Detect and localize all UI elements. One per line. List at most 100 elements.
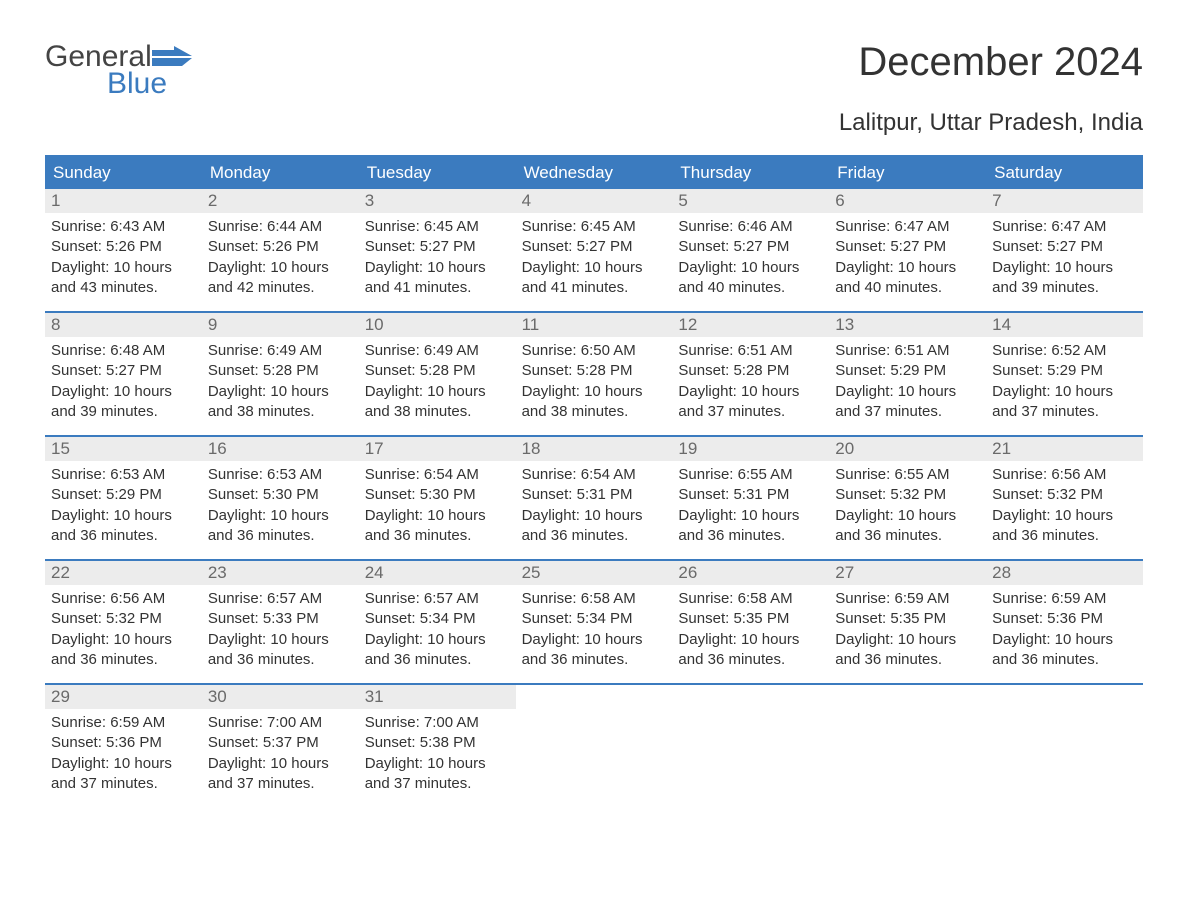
sunset-text: Sunset: 5:31 PM	[522, 485, 667, 505]
sunset-text: Sunset: 5:35 PM	[678, 609, 823, 629]
brand-word2: Blue	[107, 67, 192, 101]
daylight-text: and 36 minutes.	[678, 650, 823, 670]
day-number: 1	[45, 189, 202, 213]
day-details: Sunrise: 6:59 AMSunset: 5:36 PMDaylight:…	[986, 585, 1143, 680]
calendar-cell: 23Sunrise: 6:57 AMSunset: 5:33 PMDayligh…	[202, 561, 359, 683]
daylight-text: Daylight: 10 hours	[992, 258, 1137, 278]
daylight-text: and 37 minutes.	[835, 402, 980, 422]
calendar-cell: 17Sunrise: 6:54 AMSunset: 5:30 PMDayligh…	[359, 437, 516, 559]
daylight-text: and 37 minutes.	[208, 774, 353, 794]
daylight-text: and 39 minutes.	[992, 278, 1137, 298]
sunrise-text: Sunrise: 6:52 AM	[992, 341, 1137, 361]
day-number: 28	[986, 561, 1143, 585]
day-details: Sunrise: 6:53 AMSunset: 5:30 PMDaylight:…	[202, 461, 359, 556]
day-details: Sunrise: 6:48 AMSunset: 5:27 PMDaylight:…	[45, 337, 202, 432]
daylight-text: and 37 minutes.	[678, 402, 823, 422]
sunset-text: Sunset: 5:34 PM	[522, 609, 667, 629]
calendar-cell: 6Sunrise: 6:47 AMSunset: 5:27 PMDaylight…	[829, 189, 986, 311]
daylight-text: and 40 minutes.	[835, 278, 980, 298]
daylight-text: Daylight: 10 hours	[678, 630, 823, 650]
sunset-text: Sunset: 5:38 PM	[365, 733, 510, 753]
daylight-text: Daylight: 10 hours	[208, 382, 353, 402]
sunrise-text: Sunrise: 6:53 AM	[51, 465, 196, 485]
daylight-text: Daylight: 10 hours	[522, 630, 667, 650]
daylight-text: and 36 minutes.	[208, 526, 353, 546]
daylight-text: and 41 minutes.	[365, 278, 510, 298]
sunrise-text: Sunrise: 6:46 AM	[678, 217, 823, 237]
daylight-text: Daylight: 10 hours	[835, 630, 980, 650]
calendar-cell: 30Sunrise: 7:00 AMSunset: 5:37 PMDayligh…	[202, 685, 359, 807]
day-details: Sunrise: 6:45 AMSunset: 5:27 PMDaylight:…	[359, 213, 516, 308]
day-header: Monday	[202, 157, 359, 189]
sunrise-text: Sunrise: 6:58 AM	[678, 589, 823, 609]
sunset-text: Sunset: 5:29 PM	[992, 361, 1137, 381]
calendar-cell	[672, 685, 829, 807]
header: General Blue December 2024	[45, 40, 1143, 101]
day-number: 9	[202, 313, 359, 337]
sunrise-text: Sunrise: 6:51 AM	[678, 341, 823, 361]
day-header: Wednesday	[516, 157, 673, 189]
day-details: Sunrise: 6:59 AMSunset: 5:36 PMDaylight:…	[45, 709, 202, 804]
calendar-cell: 12Sunrise: 6:51 AMSunset: 5:28 PMDayligh…	[672, 313, 829, 435]
day-number: 18	[516, 437, 673, 461]
day-number: 23	[202, 561, 359, 585]
sunrise-text: Sunrise: 6:56 AM	[51, 589, 196, 609]
day-details: Sunrise: 6:49 AMSunset: 5:28 PMDaylight:…	[359, 337, 516, 432]
day-details: Sunrise: 6:47 AMSunset: 5:27 PMDaylight:…	[829, 213, 986, 308]
sunrise-text: Sunrise: 6:55 AM	[835, 465, 980, 485]
day-number: 16	[202, 437, 359, 461]
day-details: Sunrise: 6:58 AMSunset: 5:34 PMDaylight:…	[516, 585, 673, 680]
day-details: Sunrise: 6:52 AMSunset: 5:29 PMDaylight:…	[986, 337, 1143, 432]
day-details: Sunrise: 6:54 AMSunset: 5:31 PMDaylight:…	[516, 461, 673, 556]
sunrise-text: Sunrise: 6:47 AM	[992, 217, 1137, 237]
day-header: Friday	[829, 157, 986, 189]
day-number: 8	[45, 313, 202, 337]
daylight-text: Daylight: 10 hours	[208, 506, 353, 526]
sunset-text: Sunset: 5:32 PM	[992, 485, 1137, 505]
daylight-text: Daylight: 10 hours	[835, 258, 980, 278]
sunrise-text: Sunrise: 6:51 AM	[835, 341, 980, 361]
daylight-text: and 36 minutes.	[365, 650, 510, 670]
daylight-text: and 37 minutes.	[51, 774, 196, 794]
calendar-cell: 27Sunrise: 6:59 AMSunset: 5:35 PMDayligh…	[829, 561, 986, 683]
page-title: December 2024	[858, 40, 1143, 85]
calendar-cell: 8Sunrise: 6:48 AMSunset: 5:27 PMDaylight…	[45, 313, 202, 435]
sunrise-text: Sunrise: 6:49 AM	[365, 341, 510, 361]
day-number: 10	[359, 313, 516, 337]
sunset-text: Sunset: 5:27 PM	[992, 237, 1137, 257]
daylight-text: and 36 minutes.	[522, 650, 667, 670]
day-details: Sunrise: 6:54 AMSunset: 5:30 PMDaylight:…	[359, 461, 516, 556]
calendar-cell	[829, 685, 986, 807]
sunrise-text: Sunrise: 6:59 AM	[51, 713, 196, 733]
day-number: 19	[672, 437, 829, 461]
calendar-cell: 31Sunrise: 7:00 AMSunset: 5:38 PMDayligh…	[359, 685, 516, 807]
daylight-text: and 38 minutes.	[365, 402, 510, 422]
daylight-text: Daylight: 10 hours	[51, 258, 196, 278]
day-details: Sunrise: 6:47 AMSunset: 5:27 PMDaylight:…	[986, 213, 1143, 308]
daylight-text: and 38 minutes.	[208, 402, 353, 422]
sunset-text: Sunset: 5:26 PM	[51, 237, 196, 257]
sunset-text: Sunset: 5:28 PM	[365, 361, 510, 381]
daylight-text: and 42 minutes.	[208, 278, 353, 298]
day-number: 17	[359, 437, 516, 461]
daylight-text: and 36 minutes.	[835, 526, 980, 546]
calendar-cell: 19Sunrise: 6:55 AMSunset: 5:31 PMDayligh…	[672, 437, 829, 559]
daylight-text: Daylight: 10 hours	[992, 382, 1137, 402]
sunrise-text: Sunrise: 6:43 AM	[51, 217, 196, 237]
daylight-text: Daylight: 10 hours	[835, 382, 980, 402]
daylight-text: and 43 minutes.	[51, 278, 196, 298]
day-details: Sunrise: 7:00 AMSunset: 5:37 PMDaylight:…	[202, 709, 359, 804]
sunrise-text: Sunrise: 6:47 AM	[835, 217, 980, 237]
calendar-cell: 21Sunrise: 6:56 AMSunset: 5:32 PMDayligh…	[986, 437, 1143, 559]
calendar-cell: 2Sunrise: 6:44 AMSunset: 5:26 PMDaylight…	[202, 189, 359, 311]
day-number: 21	[986, 437, 1143, 461]
day-number: 2	[202, 189, 359, 213]
sunset-text: Sunset: 5:27 PM	[365, 237, 510, 257]
sunrise-text: Sunrise: 6:58 AM	[522, 589, 667, 609]
day-details: Sunrise: 6:56 AMSunset: 5:32 PMDaylight:…	[45, 585, 202, 680]
daylight-text: Daylight: 10 hours	[51, 506, 196, 526]
day-number: 13	[829, 313, 986, 337]
calendar-cell: 13Sunrise: 6:51 AMSunset: 5:29 PMDayligh…	[829, 313, 986, 435]
calendar-cell: 4Sunrise: 6:45 AMSunset: 5:27 PMDaylight…	[516, 189, 673, 311]
day-details: Sunrise: 6:55 AMSunset: 5:31 PMDaylight:…	[672, 461, 829, 556]
